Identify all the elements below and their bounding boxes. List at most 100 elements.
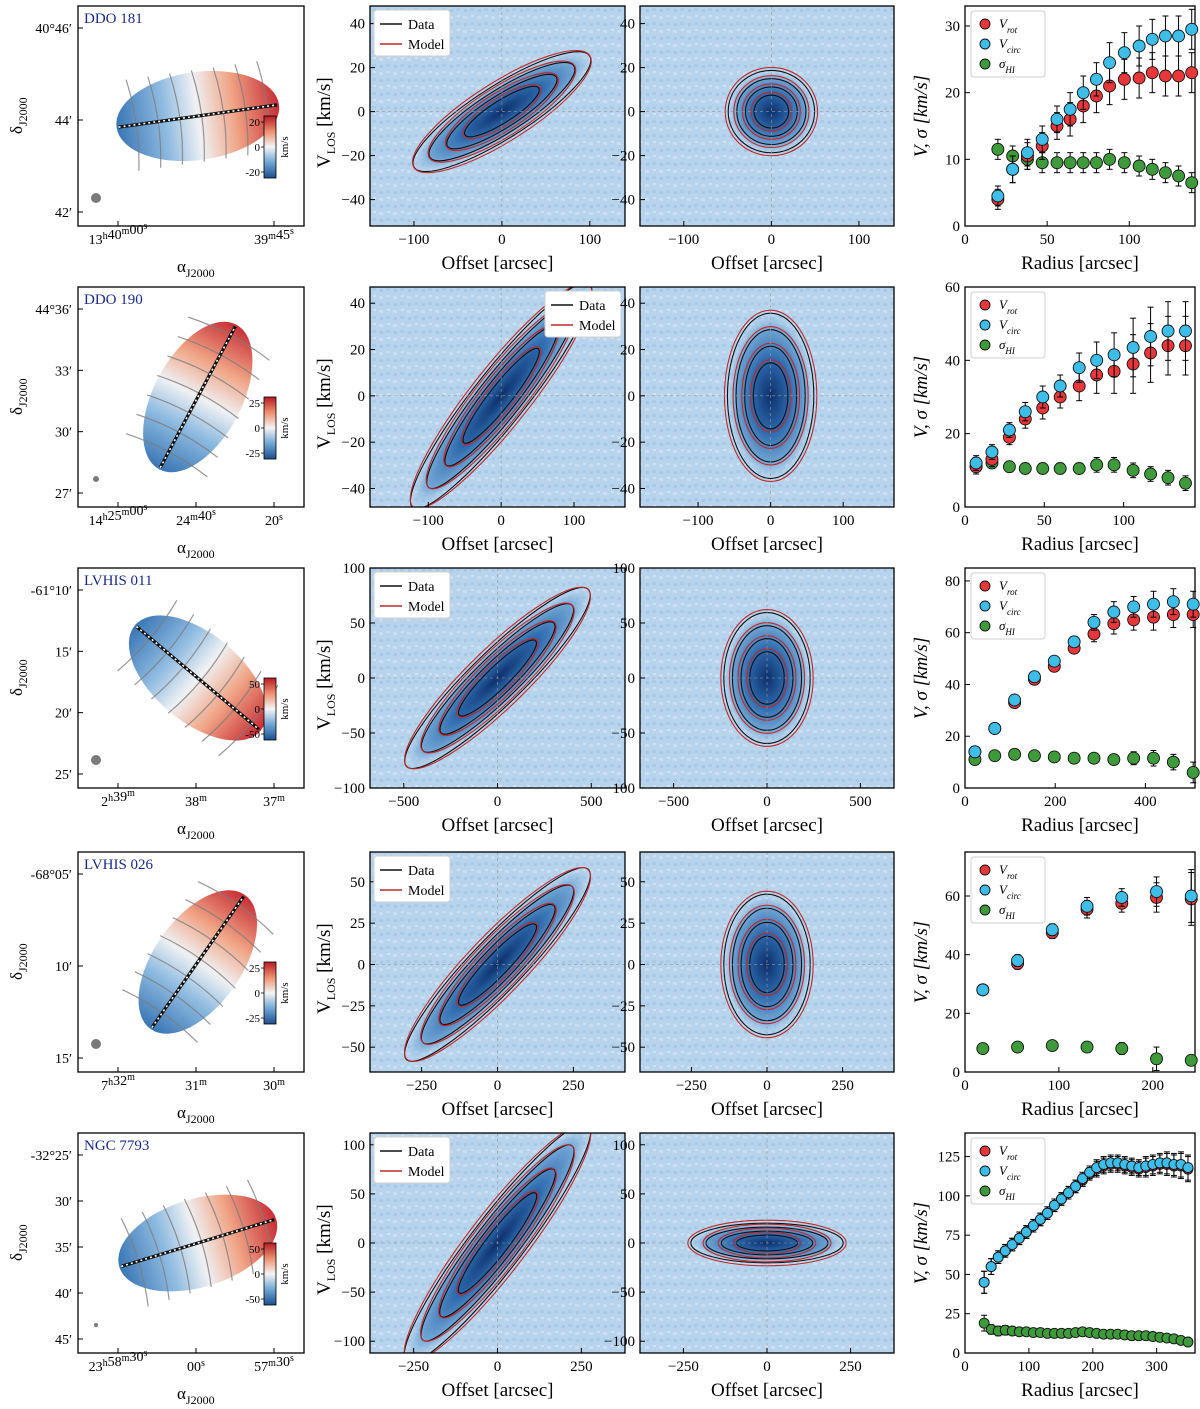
- rc-legend-box: [970, 10, 1046, 78]
- data-contour: [446, 73, 558, 150]
- pv-x-tick-label: −250: [676, 1078, 707, 1094]
- pv-x-axis-label: Offset [arcsec]: [442, 534, 554, 555]
- vcirc-point: [988, 722, 1002, 735]
- colorbar-tick-label: 0: [255, 988, 261, 1000]
- vcirc-point: [1072, 361, 1086, 375]
- model-contour: [746, 932, 788, 997]
- dec-tick-label: -32°25′: [31, 1149, 72, 1164]
- sigma-hi-point: [1185, 176, 1199, 190]
- sigma-hi-point: [1002, 460, 1016, 474]
- pv-y-tick-label: 100: [343, 561, 366, 577]
- colorbar-unit-label: km/s: [279, 698, 291, 719]
- vcirc-point: [1107, 348, 1121, 362]
- legend-vcirc-marker: [979, 884, 991, 896]
- colorbar-tick-label: -25: [245, 448, 260, 460]
- sigma-hi-point: [1107, 458, 1121, 472]
- kinematic-axis-dots: [135, 625, 260, 731]
- legend-model-label: Model: [408, 884, 445, 899]
- legend-vcirc-marker: [979, 600, 991, 612]
- vcirc-point: [1103, 56, 1117, 70]
- model-contour: [420, 883, 575, 1045]
- pv-x-tick-label: −100: [668, 232, 699, 248]
- vcirc-point: [1035, 132, 1049, 146]
- pv-frame: [369, 286, 626, 508]
- pv-y-axis-label: VLOS [km/s]: [314, 358, 338, 449]
- pv-y-tick-label: 25: [620, 916, 635, 932]
- vrot-point: [1145, 66, 1159, 80]
- vcirc-point: [1161, 324, 1175, 338]
- pv-x-axis-label: Offset [arcsec]: [442, 1380, 554, 1401]
- dec-axis-label-group: δJ2000: [7, 943, 30, 980]
- sigma-hi-point: [1018, 462, 1032, 475]
- pv-major-panel: −100 0 100 −40 −20 0 20 40 Offset [arcsec] VLOS […: [314, 286, 626, 555]
- dec-tick-label: 25′: [55, 768, 72, 783]
- pv-y-axis-label: VLOS [km/s]: [314, 77, 338, 168]
- model-contour: [438, 620, 557, 736]
- pv-y-tick-label: 50: [620, 1187, 635, 1203]
- legend-vrot-label: Vrot: [999, 862, 1018, 881]
- ra-axis-label: αJ2000: [177, 1384, 215, 1407]
- sigma-hi-point: [1184, 1053, 1198, 1067]
- vcirc-point: [1182, 1162, 1194, 1174]
- pv-y-tick-label: 0: [628, 105, 636, 121]
- pv-y-axis-label: VLOS [km/s]: [314, 639, 338, 730]
- pv-minor-panel: −250 0 250 −100 −50 0 50 100 Offset [arcsec]: [604, 1132, 895, 1401]
- vcirc-point: [1132, 39, 1146, 53]
- sigma-hi-point: [1186, 766, 1200, 779]
- pv-y-axis-label-group: VLOS [km/s]: [314, 77, 338, 168]
- dec-tick-label: -61°10′: [31, 584, 72, 599]
- sigma-hi-point: [1103, 152, 1117, 166]
- colorbar-unit-label: km/s: [279, 1263, 291, 1284]
- pv-y-tick-label: 20: [620, 343, 635, 359]
- rc-y-tick-label: 20: [945, 427, 960, 443]
- pv-y-tick-label: 0: [628, 671, 636, 687]
- sigma-hi-point: [1147, 751, 1160, 765]
- pv-x-axis-label: Offset [arcsec]: [711, 1380, 823, 1401]
- vcirc-point: [1127, 600, 1141, 614]
- pv-y-tick-label: −50: [612, 726, 635, 742]
- vcirc-point: [1018, 405, 1032, 419]
- model-contour: [438, 1167, 557, 1319]
- sigma-hi-point: [1090, 458, 1104, 472]
- sigma-hi-point: [1080, 1040, 1094, 1054]
- galaxy-name-label: DDO 181: [84, 11, 143, 27]
- model-contour: [411, 49, 592, 174]
- ra-tick-label: 23h58m30s: [89, 1348, 148, 1375]
- pv-x-tick-label: 500: [580, 794, 603, 810]
- beam-marker: [94, 1323, 98, 1327]
- legend-vrot-label: Vrot: [999, 297, 1018, 316]
- colorbar: [263, 961, 277, 1025]
- colorbar-tick-label: 0: [255, 1269, 261, 1281]
- vcirc-point: [1036, 390, 1050, 404]
- galaxy-velocity-map: [118, 1179, 278, 1307]
- pv-x-axis-label: Offset [arcsec]: [711, 253, 823, 274]
- vcirc-point: [1053, 379, 1067, 393]
- vcirc-point: [1090, 353, 1104, 367]
- ra-tick-label: 00s: [187, 1358, 205, 1375]
- vcirc-point: [1020, 146, 1034, 160]
- model-contour: [456, 1190, 539, 1296]
- pv-emission: [411, 49, 592, 174]
- vcirc-point: [1172, 29, 1186, 43]
- rc-x-tick-label: 100: [1112, 513, 1135, 529]
- pv-emission-blob: [412, 51, 591, 172]
- dec-axis-label: δJ2000: [7, 943, 30, 980]
- vcirc-point: [1107, 605, 1121, 619]
- rc-x-tick-label: 0: [961, 794, 969, 810]
- model-contour: [403, 1133, 592, 1353]
- pv-x-tick-label: 0: [498, 232, 506, 248]
- pv-frame: [639, 5, 895, 227]
- data-contour: [457, 923, 538, 1006]
- sigma-hi-point: [1063, 156, 1077, 170]
- model-contour: [420, 602, 575, 754]
- model-contour: [427, 60, 577, 163]
- pv-y-tick-label: −20: [612, 435, 635, 451]
- dec-tick-label: 33′: [55, 364, 72, 379]
- panel-row: LVHIS 026250-25km/s-68°05′10′15′7h32m31m…: [7, 851, 1198, 1126]
- ra-tick-label: 20s: [265, 512, 283, 529]
- rc-x-tick-label: 400: [1134, 794, 1157, 810]
- sigma-hi-point: [1087, 751, 1101, 765]
- rc-x-tick-label: 300: [1145, 1359, 1168, 1375]
